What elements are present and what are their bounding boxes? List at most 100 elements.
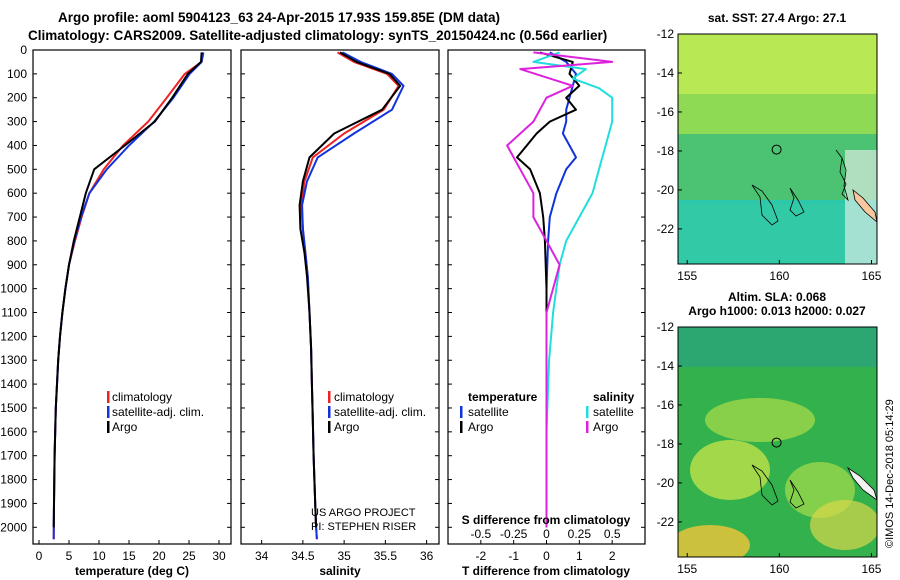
depth-tick-label: 200 <box>7 91 27 105</box>
legend-label-climatology: climatology <box>334 390 394 404</box>
map-y-tick-label: -18 <box>657 437 675 451</box>
sst-cold-band <box>678 200 877 264</box>
depth-tick-label: 300 <box>7 115 27 129</box>
legend-swatch-argo <box>328 421 331 433</box>
legend-label-temperature-argo: Argo <box>468 420 494 434</box>
x-tick-label: 1 <box>576 549 583 563</box>
depth-tick-label: 0 <box>20 43 27 57</box>
x-tick-label: 10 <box>92 549 106 563</box>
series-line-salinity-argo <box>506 51 614 528</box>
x-tick-label: 15 <box>122 549 136 563</box>
map-y-tick-label: -22 <box>657 222 675 236</box>
map-x-tick-label: 155 <box>677 269 697 283</box>
map-y-tick-label: -18 <box>657 144 675 158</box>
temperature-panel-frame <box>32 49 232 545</box>
x-tick-label: 0 <box>36 549 43 563</box>
sla-reef-outline <box>789 479 805 509</box>
salinity-axis-label: salinity <box>319 564 361 578</box>
sst-cool-band <box>678 134 877 204</box>
map-x-tick-label: 165 <box>861 269 881 283</box>
sla-anomaly-5 <box>810 500 877 550</box>
depth-tick-label: 600 <box>7 186 27 200</box>
series-line-temperature-satellite <box>545 51 577 528</box>
legend-label-temperature-satellite: satellite <box>468 405 509 419</box>
series-line-satellite-adj-clim- <box>301 51 405 540</box>
x-tick-label: 35.5 <box>374 549 398 563</box>
map-x-tick-label: 160 <box>769 269 789 283</box>
panel-tick-marks <box>33 49 645 544</box>
map-y-tick-label: -20 <box>657 183 675 197</box>
x-tick-label: 20 <box>152 549 166 563</box>
depth-tick-label: 1300 <box>0 353 27 367</box>
header-line2: Climatology: CARS2009. Satellite-adjuste… <box>28 28 607 43</box>
sst-chesterfield-outline <box>751 184 779 226</box>
sst-map-frame <box>677 33 878 265</box>
depth-tick-label: 800 <box>7 234 27 248</box>
map-x-tick-label: 160 <box>769 562 789 576</box>
x-tick-label: 2 <box>609 549 616 563</box>
map-y-tick-label: -12 <box>657 320 675 334</box>
legend-label-satellite: satellite-adj. clim. <box>112 405 204 419</box>
depth-tick-label: 1000 <box>0 282 27 296</box>
x-tick-label: 5 <box>66 549 73 563</box>
x-tick-label: 30 <box>212 549 226 563</box>
header-line1: Argo profile: aoml 5904123_63 24-Apr-201… <box>58 10 500 25</box>
sla-map-ticks: 155 160 165 -12 -14 -16 -18 -20 -22 <box>657 320 882 576</box>
depth-tick-labels: 0 100 200 300 400 500 600 700 800 900 1000 1100 1200… <box>0 43 27 534</box>
series-line-temperature-argo <box>516 51 581 528</box>
x-tick-label: 34.5 <box>291 549 315 563</box>
sst-warm-band <box>678 34 877 94</box>
sla-map-title: Altim. SLA: 0.068 <box>728 290 826 304</box>
legend-swatch-satellite <box>107 406 110 418</box>
sla-profile-marker <box>771 437 782 448</box>
temperature-series <box>52 52 205 540</box>
s-difference-tick-label: 0.5 <box>604 527 621 541</box>
x-tick-label: 34 <box>255 549 269 563</box>
legend-swatch-temperature-argo <box>460 421 463 433</box>
depth-tick-label: 1700 <box>0 449 27 463</box>
series-line-climatology <box>52 52 204 540</box>
sst-map <box>678 34 877 264</box>
series-line-argo <box>52 52 203 528</box>
legend-swatch-climatology <box>107 391 110 403</box>
map-x-tick-label: 165 <box>861 562 881 576</box>
sla-chesterfield-outline <box>751 464 779 506</box>
legend-swatch-climatology <box>328 391 331 403</box>
map-y-tick-label: -20 <box>657 476 675 490</box>
legend-swatch-salinity-satellite <box>586 406 589 418</box>
map-y-tick-label: -14 <box>657 359 675 373</box>
map-y-tick-label: -16 <box>657 398 675 412</box>
x-tick-label: 36 <box>420 549 434 563</box>
sla-anomaly-1 <box>705 398 815 442</box>
map-y-tick-label: -16 <box>657 105 675 119</box>
salinity-series <box>298 51 405 540</box>
difference-legend: temperature satellite Argo salinity sate… <box>460 390 635 434</box>
difference-series <box>506 51 614 528</box>
sst-map-ticks: 155 160 165 -12 -14 -16 -18 -20 -22 <box>657 27 882 283</box>
sla-anomaly-2 <box>690 440 770 500</box>
temperature-legend: climatology satellite-adj. clim. Argo <box>107 390 204 434</box>
depth-tick-label: 900 <box>7 258 27 272</box>
sst-reef-outline <box>835 149 849 202</box>
sst-mid-band <box>678 94 877 134</box>
depth-tick-label: 700 <box>7 210 27 224</box>
legend-label-argo: Argo <box>334 420 360 434</box>
legend-swatch-satellite <box>328 406 331 418</box>
imos-credit: ©IMOS 14-Dec-2018 05:14:29 <box>884 399 896 548</box>
x-tick-label: -2 <box>475 549 486 563</box>
depth-tick-label: 1800 <box>0 473 27 487</box>
s-difference-axis-label: S difference from climatology <box>462 513 631 527</box>
x-tick-label: -1 <box>508 549 519 563</box>
s-difference-tick-label: -0.5 <box>470 527 491 541</box>
sst-map-title: sat. SST: 27.4 Argo: 27.1 <box>708 11 847 25</box>
legend-swatch-temperature-satellite <box>460 406 463 418</box>
x-tick-label: 35 <box>337 549 351 563</box>
legend-label-argo: Argo <box>112 420 138 434</box>
depth-tick-label: 1900 <box>0 496 27 510</box>
series-line-satellite-adj-clim- <box>52 52 205 540</box>
s-difference-tick-label: 0 <box>543 527 550 541</box>
s-difference-tick-label: 0.25 <box>568 527 592 541</box>
legend-swatch-salinity-argo <box>586 421 589 433</box>
series-line-salinity-satellite <box>532 51 614 528</box>
depth-tick-label: 1400 <box>0 377 27 391</box>
